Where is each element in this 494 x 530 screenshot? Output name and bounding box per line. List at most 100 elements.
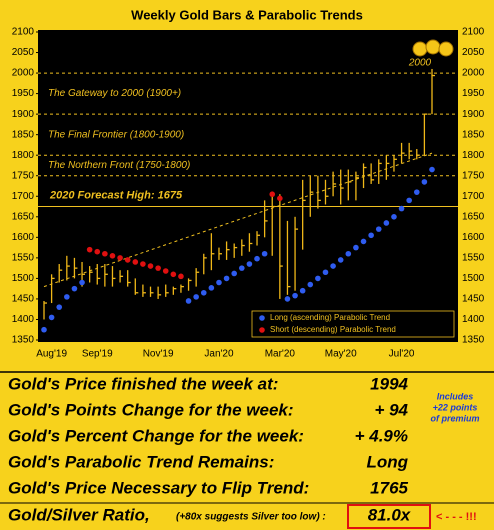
row-value: + 94 [374, 400, 408, 419]
trend-dot [322, 269, 329, 276]
trend-dot [345, 250, 352, 257]
y-tick-label: 1700 [12, 191, 35, 202]
y-tick-label: 1950 [12, 88, 35, 99]
y-tick-label: 1900 [12, 109, 35, 120]
trend-dot [208, 285, 215, 291]
trend-dot [170, 271, 177, 278]
row-value: + 4.9% [355, 426, 408, 445]
trend-dot [421, 179, 428, 185]
row-label: Gold's Percent Change for the week: [8, 426, 304, 445]
trend-dot [86, 246, 93, 253]
x-tick-label: Jul'20 [389, 349, 415, 360]
trend-dot [261, 250, 268, 257]
y-tick-label: 1400 [12, 314, 35, 325]
y-tick-label: 2000 [12, 68, 35, 79]
y-tick-label: 1350 [462, 335, 485, 346]
trend-dot [375, 226, 382, 232]
y-tick-label: 1800 [12, 150, 35, 161]
x-tick-label: Nov'19 [143, 349, 174, 360]
ratio-alert: < - - - !!! [436, 511, 477, 523]
y-tick-label: 1500 [462, 273, 485, 284]
trend-dot [391, 214, 397, 220]
y-tick-label: 1650 [462, 211, 485, 222]
ratio-value: 81.0x [368, 505, 412, 524]
x-tick-label: Sep'19 [82, 349, 113, 360]
y-tick-label: 1850 [462, 129, 485, 140]
trend-dot [277, 195, 283, 202]
trend-dot [102, 250, 108, 257]
band-label: The Final Frontier (1800-1900) [48, 129, 184, 140]
y-tick-label: 2100 [462, 27, 485, 38]
y-tick-label: 1450 [12, 294, 35, 305]
trend-dot [413, 189, 420, 195]
trend-dot [383, 220, 390, 226]
trend-dot [406, 197, 412, 204]
y-tick-label: 1750 [462, 170, 485, 181]
forecast-label: 2020 Forecast High: 1675 [49, 189, 183, 201]
note: of premium [430, 413, 479, 423]
trend-dot [64, 294, 70, 300]
x-tick-label: May'20 [325, 349, 357, 360]
y-tick-label: 1350 [12, 335, 35, 346]
y-tick-label: 1700 [462, 191, 485, 202]
y-tick-label: 1550 [462, 253, 485, 264]
trend-dot [254, 255, 260, 262]
trend-dot [284, 296, 291, 302]
legend-label: Short (descending) Parabolic Trend [270, 325, 396, 334]
trend-dot [94, 248, 101, 255]
trend-dot [56, 304, 63, 310]
trend-dot [117, 255, 123, 261]
note: Includes [437, 391, 474, 401]
trend-dot [193, 294, 199, 300]
trend-dot [315, 275, 321, 282]
y-tick-label: 2050 [12, 47, 35, 58]
legend-swatch [259, 315, 265, 321]
x-tick-label: Aug'19 [36, 349, 67, 360]
trend-dot [269, 191, 276, 198]
y-tick-label: 1550 [12, 253, 35, 264]
trend-dot [155, 265, 161, 271]
trend-dot [429, 166, 435, 173]
trend-dot [41, 326, 47, 333]
y-tick-label: 1600 [12, 232, 35, 243]
ratio-label: Gold/Silver Ratio, [8, 505, 150, 524]
peak-label: 2000 [408, 58, 432, 69]
ratio-box [347, 504, 431, 529]
trend-dot [162, 268, 169, 274]
row-value: 1994 [370, 374, 408, 393]
trend-dot [368, 232, 374, 239]
trend-dot [178, 273, 184, 280]
x-tick-label: Jan'20 [204, 349, 234, 360]
x-tick-label: Mar'20 [265, 349, 296, 360]
y-tick-label: 1650 [12, 211, 35, 222]
smileys [412, 39, 454, 57]
trend-dot [140, 261, 146, 267]
y-tick-label: 2000 [462, 68, 485, 79]
trend-dot [353, 244, 359, 251]
trend-dot [239, 265, 245, 271]
trend-dot [124, 257, 131, 263]
trend-dot [398, 205, 405, 212]
y-tick-label: 1600 [462, 232, 485, 243]
trend-dot [292, 292, 298, 299]
y-tick-label: 2050 [462, 47, 485, 58]
note: +22 points [433, 402, 478, 412]
y-tick-label: 2100 [12, 27, 35, 38]
row-label: Gold's Parabolic Trend Remains: [8, 452, 274, 471]
row-value: Long [366, 452, 408, 471]
trend-dot [360, 238, 367, 245]
trend-dot [246, 261, 253, 267]
y-tick-label: 1400 [462, 314, 485, 325]
band-label: The Gateway to 2000 (1900+) [48, 88, 181, 99]
y-tick-label: 1950 [462, 88, 485, 99]
plot-area [38, 30, 458, 342]
trend-dot [337, 257, 344, 263]
trend-dot [71, 285, 78, 292]
trend-dot [109, 253, 116, 259]
legend-swatch [259, 327, 265, 333]
y-tick-label: 1850 [12, 129, 35, 140]
y-tick-label: 1800 [462, 150, 485, 161]
trend-dot [147, 263, 154, 269]
